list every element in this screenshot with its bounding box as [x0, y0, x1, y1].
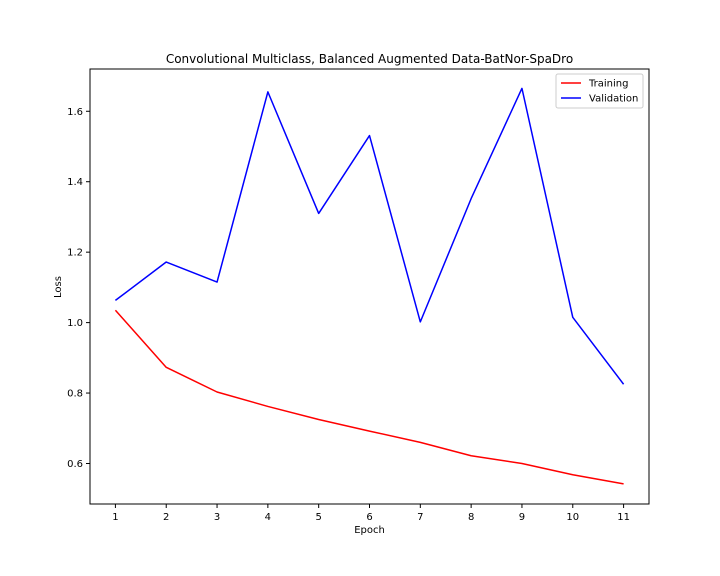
- series-layer: [114, 87, 625, 485]
- legend-label-training: Training: [588, 79, 628, 90]
- y-tick-label: 1.4: [67, 177, 83, 188]
- y-tick-label: 0.8: [67, 389, 83, 400]
- x-tick-label: 11: [617, 512, 630, 523]
- y-axis: 0.6 0.8 1.0 1.2 1.4 1.6: [67, 107, 90, 470]
- y-tick-label: 1.2: [67, 248, 83, 259]
- y-tick-label: 1.0: [67, 318, 83, 329]
- x-tick-label: 3: [214, 512, 220, 523]
- legend: Training Validation: [555, 73, 644, 109]
- legend-label-validation: Validation: [589, 94, 638, 105]
- series-line-training: [114, 309, 624, 485]
- series-line-validation: [114, 87, 625, 385]
- x-tick-label: 8: [468, 512, 474, 523]
- y-tick-label: 0.6: [67, 459, 83, 470]
- x-tick-label: 2: [163, 512, 169, 523]
- x-tick-label: 10: [566, 512, 579, 523]
- x-tick-label: 6: [366, 512, 372, 523]
- y-axis-label: Loss: [53, 276, 64, 298]
- x-tick-label: 7: [417, 512, 423, 523]
- y-tick-label: 1.6: [67, 107, 83, 118]
- x-tick-label: 1: [112, 512, 118, 523]
- x-tick-label: 4: [265, 512, 271, 523]
- x-tick-label: 9: [519, 512, 525, 523]
- x-axis-label: Epoch: [354, 525, 385, 536]
- chart-title: Convolutional Multiclass, Balanced Augme…: [166, 52, 573, 66]
- x-axis: 1 2 3 4 5 6 7 8 9 10 11: [112, 504, 630, 523]
- x-tick-label: 5: [315, 512, 321, 523]
